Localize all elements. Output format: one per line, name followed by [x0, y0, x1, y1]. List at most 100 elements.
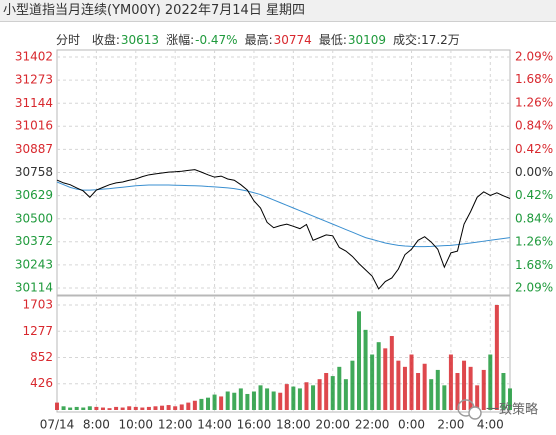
volume-bar — [370, 354, 375, 410]
volume-bar — [330, 376, 335, 410]
stat-value: 30774 — [273, 33, 312, 47]
x-tick-label: 22:00 — [355, 418, 390, 432]
watermark: 一致策略 — [457, 399, 538, 420]
y-tick-label: 30372 — [15, 234, 53, 248]
volume-bar — [173, 406, 178, 410]
volume-bar — [127, 406, 132, 410]
volume-bar — [100, 407, 105, 410]
volume-bar — [383, 348, 388, 410]
stat-value: 30109 — [347, 33, 387, 47]
volume-bar — [343, 379, 348, 410]
volume-bar — [199, 398, 204, 410]
title-bar: 小型道指当月连续(YM00Y) 2022年7月14日 星期四 — [0, 0, 556, 22]
price-line — [56, 181, 511, 248]
volume-bar — [409, 354, 414, 410]
y-tick-label: 30887 — [15, 142, 53, 156]
volume-bar — [468, 366, 473, 410]
volume-bar — [153, 406, 158, 410]
stat-label: 成交:17.2万 — [393, 33, 460, 47]
volume-bar — [146, 406, 151, 410]
volume-bar — [337, 366, 342, 410]
y2-tick-label: 1.26% — [515, 235, 553, 249]
volume-bar — [304, 382, 309, 410]
volume-bar — [389, 336, 394, 410]
volume-bar — [357, 311, 361, 410]
volume-bar — [265, 388, 270, 410]
volume-bar — [258, 385, 263, 410]
x-tick-label: 8:00 — [83, 418, 110, 432]
price-line — [56, 169, 511, 290]
x-tick-label: 16:00 — [237, 418, 272, 432]
y-tick-label: 30629 — [15, 188, 53, 202]
x-tick-label: 0:00 — [398, 418, 425, 432]
y-tick-label: 30500 — [15, 211, 53, 225]
volume-bar — [324, 373, 329, 410]
volume-bar — [160, 405, 165, 410]
volume-bar — [501, 373, 506, 410]
stat-label: 最高: — [244, 33, 273, 47]
volume-bar — [350, 360, 355, 410]
stats-line: 分时 收盘:30613 涨幅:-0.47% 最高:30774 最低:30109 成交:1… — [56, 31, 461, 48]
volume-bar — [455, 373, 460, 410]
mode-label: 分时 — [56, 33, 81, 47]
volume-bar — [225, 391, 230, 410]
x-tick-label: 12:00 — [158, 418, 193, 432]
volume-bar — [297, 388, 302, 410]
y2-tick-label: 0.42% — [515, 188, 553, 202]
volume-bar — [192, 400, 197, 410]
y2-tick-label: 1.26% — [515, 95, 553, 109]
stat-label: 涨幅: — [166, 33, 195, 47]
y2-tick-label: 0.42% — [515, 142, 553, 156]
volume-bar — [94, 406, 99, 410]
x-tick-label: 10:00 — [118, 418, 153, 432]
volume-bar — [311, 385, 316, 410]
y-tick-label: 31273 — [15, 73, 53, 87]
volume-bar — [68, 407, 73, 410]
y-tick-label: 426 — [30, 376, 53, 390]
x-tick-label: 18:00 — [276, 418, 311, 432]
x-tick-label: 07/14 — [40, 418, 75, 432]
volume-bar — [107, 408, 112, 410]
watermark-text: 一致策略 — [486, 402, 538, 418]
volume-bar — [74, 406, 79, 410]
volume-bar — [475, 385, 480, 410]
volume-bar — [271, 391, 276, 410]
volume-bar — [212, 394, 217, 410]
stat-label: 最低: — [318, 33, 347, 47]
volume-bar — [416, 373, 421, 410]
volume-bar — [61, 406, 66, 410]
volume-bar — [114, 406, 119, 410]
volume-bar — [481, 369, 486, 410]
volume-bar — [429, 379, 434, 410]
volume-bar — [291, 386, 296, 410]
volume-bar — [396, 360, 401, 410]
volume-bar — [219, 396, 224, 410]
x-tick-label: 20:00 — [315, 418, 350, 432]
stat-value: 30613 — [120, 33, 160, 47]
volume-bar — [284, 384, 289, 410]
y2-tick-label: 0.84% — [515, 211, 553, 225]
volume-bar — [186, 402, 191, 410]
y2-tick-label: 2.09% — [515, 281, 553, 295]
volume-bar — [245, 393, 250, 410]
y-tick-label: 1703 — [22, 298, 53, 312]
stat-label: 收盘: — [91, 33, 120, 47]
volume-bar — [448, 354, 453, 410]
volume-bar — [133, 406, 138, 410]
y2-tick-label: 1.68% — [515, 258, 553, 272]
volume-bar — [232, 392, 237, 410]
volume-bar — [494, 305, 499, 410]
y2-tick-label: 1.68% — [515, 72, 553, 86]
volume-bar — [422, 363, 427, 410]
volume-bar — [402, 366, 407, 410]
y-tick-label: 852 — [30, 350, 53, 364]
volume-bar — [376, 342, 381, 410]
x-tick-label: 2:00 — [437, 418, 464, 432]
volume-bar — [508, 388, 512, 410]
y-tick-label: 31144 — [15, 96, 53, 110]
y-tick-label: 30243 — [15, 257, 53, 271]
volume-bar — [140, 407, 145, 410]
y2-tick-label: 0.84% — [515, 119, 553, 133]
